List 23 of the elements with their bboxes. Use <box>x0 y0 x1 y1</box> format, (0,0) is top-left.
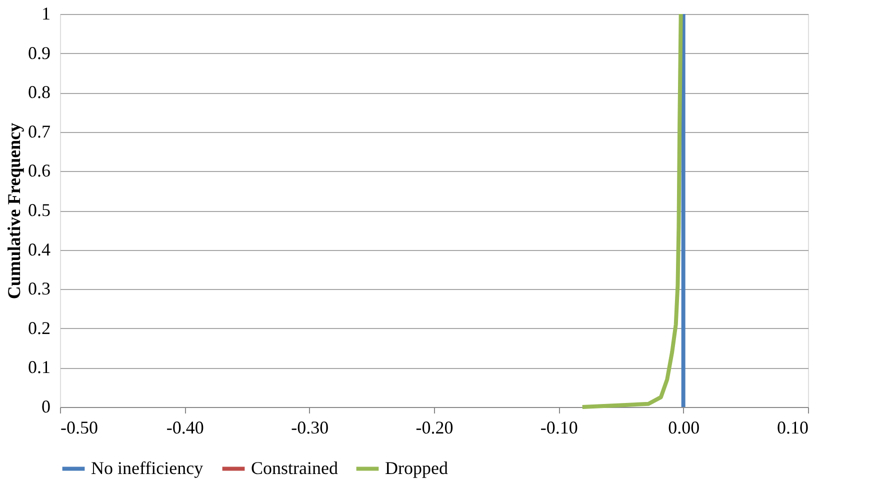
y-tick-label: 0.4 <box>28 239 50 260</box>
x-tick-label: -0.50 <box>60 418 98 438</box>
legend-label: No inefficiency <box>91 458 204 478</box>
x-tick-label: -0.40 <box>166 418 204 438</box>
y-tick-label: 0 <box>42 396 50 416</box>
y-tick-label: 0.7 <box>28 121 50 142</box>
y-tick-label: 0.6 <box>28 160 50 181</box>
y-tick-label: 0.1 <box>28 357 50 378</box>
line-series <box>580 12 683 409</box>
x-tick-label: -0.20 <box>416 418 454 438</box>
y-tick-label: 1 <box>42 4 50 24</box>
y-tick-label: 0.9 <box>28 42 50 63</box>
legend-label: Dropped <box>385 458 448 478</box>
x-tick-label: -0.10 <box>540 418 578 438</box>
x-tick-label: -0.30 <box>291 418 329 438</box>
y-tick-label: 0.5 <box>28 200 50 220</box>
x-tick-label: 0.00 <box>668 418 700 438</box>
y-tick-label: 0.2 <box>28 318 50 338</box>
y-axis-title: Cumulative Frequency <box>4 122 24 300</box>
y-tick-label: 0.3 <box>28 278 50 299</box>
legend-label: Constrained <box>251 458 338 478</box>
x-tick-label: 0.10 <box>777 418 808 438</box>
y-tick-label: 0.8 <box>28 82 50 102</box>
